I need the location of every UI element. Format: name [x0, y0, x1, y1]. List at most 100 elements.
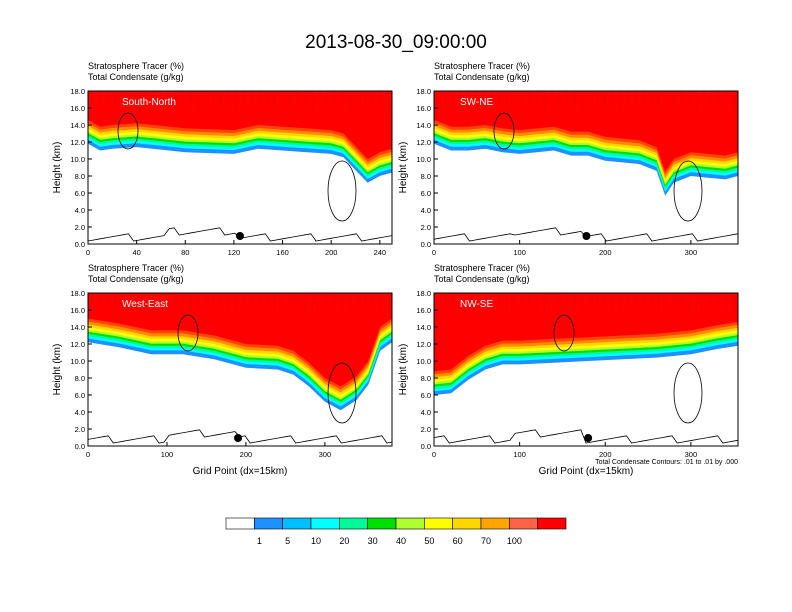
plot-frame [433, 90, 739, 245]
y-tick-label: 14.0 [70, 323, 85, 332]
x-tick-label: 0 [86, 450, 90, 459]
panel-label: West-East [122, 299, 168, 310]
plot-area [88, 91, 392, 242]
colorbar-swatch [509, 517, 538, 530]
y-tick-label: 4.0 [421, 206, 431, 215]
x-tick-label: 0 [86, 248, 90, 257]
y-axis-label: Height (km) [52, 142, 63, 194]
figure-title: 2013-08-30_09:00:00 [305, 32, 487, 53]
panel-title-line2: Total Condensate (g/kg) [434, 72, 530, 82]
condensate-contour [673, 362, 703, 424]
x-tick-label: 200 [325, 248, 338, 257]
colorbar-label: 70 [481, 536, 491, 546]
colorbar-swatch [282, 517, 312, 530]
y-tick-label: 14.0 [70, 121, 85, 130]
plot-frame [433, 292, 739, 447]
location-marker [234, 434, 243, 442]
colorbar-label: 50 [424, 536, 434, 546]
y-tick-label: 10.0 [70, 357, 85, 366]
panel-label: SW-NE [460, 97, 493, 108]
panel-title-line1: Stratosphere Tracer (%) [434, 61, 530, 71]
terrain-line [434, 429, 738, 444]
location-marker [236, 232, 244, 240]
y-tick-label: 16.0 [416, 306, 431, 315]
panel-label: South-North [122, 97, 176, 108]
y-tick-label: 4.0 [75, 408, 85, 417]
plot-area [434, 293, 738, 444]
y-tick-label: 6.0 [75, 391, 85, 400]
panel-title-line2: Total Condensate (g/kg) [88, 274, 184, 284]
y-tick-label: 14.0 [416, 323, 431, 332]
x-tick-label: 120 [228, 248, 241, 257]
y-tick-label: 18.0 [416, 289, 431, 298]
colorbar-swatch [424, 517, 453, 530]
x-axis-label: Grid Point (dx=15km) [539, 466, 634, 477]
x-tick-label: 240 [374, 248, 387, 257]
y-tick-label: 12.0 [416, 340, 431, 349]
colorbar-swatch [367, 517, 397, 530]
colorbar-swatch [395, 517, 425, 530]
panel-title-line2: Total Condensate (g/kg) [434, 274, 530, 284]
y-tick-label: 6.0 [75, 189, 85, 198]
plot-frame [87, 292, 393, 447]
panel-west-east: West-East Stratosphere Tracer (%)Total Co… [52, 263, 393, 477]
colorbar-label: 40 [396, 536, 406, 546]
y-tick-label: 14.0 [416, 121, 431, 130]
x-tick-label: 100 [513, 450, 526, 459]
panel-south-north: South-North Stratosphere Tracer (%)Total … [52, 61, 393, 257]
condensate-contour [327, 160, 357, 222]
plot-area [88, 293, 392, 444]
x-tick-label: 100 [161, 450, 174, 459]
panel-title-line1: Stratosphere Tracer (%) [88, 263, 184, 273]
panel-title-line1: Stratosphere Tracer (%) [88, 61, 184, 71]
y-tick-label: 16.0 [70, 104, 85, 113]
colorbar-label: 60 [453, 536, 463, 546]
y-tick-label: 4.0 [421, 408, 431, 417]
y-tick-label: 0.0 [75, 442, 85, 451]
tracer-layer [88, 293, 392, 387]
plot-area [434, 91, 738, 242]
colorbar-swatch [480, 517, 510, 530]
y-tick-label: 8.0 [421, 374, 431, 383]
x-tick-label: 0 [432, 248, 436, 257]
y-tick-label: 12.0 [70, 340, 85, 349]
colorbar-swatch [339, 517, 368, 530]
condensate-contour [177, 314, 199, 352]
colorbar-label: 10 [311, 536, 321, 546]
colorbar-swatch [254, 517, 283, 530]
x-tick-label: 300 [685, 248, 698, 257]
y-tick-label: 16.0 [416, 104, 431, 113]
colorbar-swatch [452, 517, 482, 530]
y-axis-label: Height (km) [398, 142, 409, 194]
colorbar-label: 30 [368, 536, 378, 546]
y-tick-label: 8.0 [421, 172, 431, 181]
y-tick-label: 0.0 [421, 240, 431, 249]
y-tick-label: 18.0 [70, 87, 85, 96]
y-tick-label: 4.0 [75, 206, 85, 215]
y-tick-label: 16.0 [70, 306, 85, 315]
x-tick-label: 300 [319, 450, 332, 459]
panel-label: NW-SE [460, 299, 493, 310]
condensate-contour [493, 112, 515, 150]
tracer-layer [434, 91, 738, 172]
colorbar-label: 100 [507, 536, 522, 546]
y-tick-label: 18.0 [416, 87, 431, 96]
condensate-contour [327, 362, 357, 424]
tracer-layer [88, 91, 392, 159]
y-tick-label: 8.0 [75, 172, 85, 181]
y-tick-label: 6.0 [421, 189, 431, 198]
colorbar-swatch [310, 517, 340, 530]
x-axis-label: Grid Point (dx=15km) [193, 466, 288, 477]
y-tick-label: 6.0 [421, 391, 431, 400]
plot-frame [87, 90, 393, 245]
colorbar-swatch [537, 517, 567, 530]
y-tick-label: 2.0 [75, 223, 85, 232]
colorbar-label: 20 [339, 536, 349, 546]
condensate-contour [553, 314, 575, 352]
y-tick-label: 2.0 [421, 425, 431, 434]
contour-footnote: Total Condensate Contours: .01 to .01 by… [595, 459, 738, 466]
x-tick-label: 160 [276, 248, 289, 257]
x-tick-label: 200 [599, 450, 612, 459]
